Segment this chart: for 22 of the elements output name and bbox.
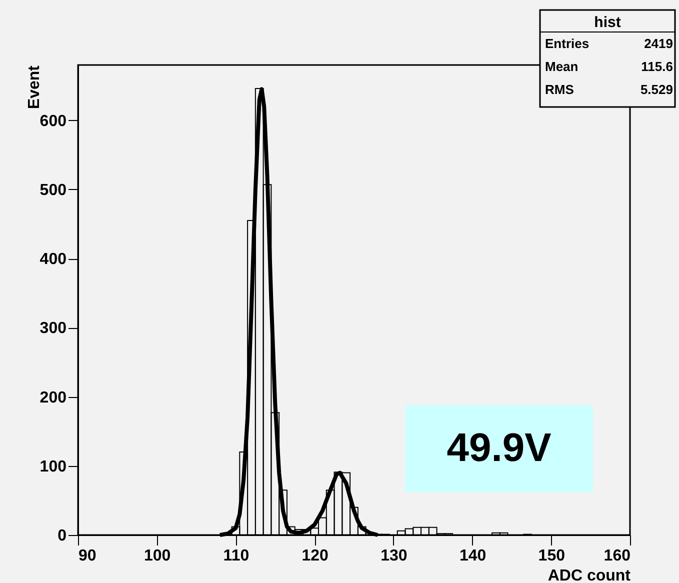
x-tick-label: 150: [538, 548, 566, 564]
text: RMS 5.529: [545, 82, 673, 97]
x-tick-label: 120: [302, 548, 329, 564]
x-tick-label: 100: [144, 548, 171, 564]
text: Mean 115.6: [545, 59, 673, 74]
text: Entries 2419: [545, 36, 673, 51]
x-tick-label: 90: [78, 548, 96, 564]
x-tick-label: 140: [459, 548, 486, 564]
x-axis-title: ADC count: [548, 568, 632, 583]
annotation: 49.9V: [446, 426, 552, 470]
x-tick-label: 130: [380, 548, 408, 564]
text: hist: [594, 14, 621, 31]
y-tick-label: 300: [40, 320, 67, 338]
y-tick-label: 600: [40, 112, 67, 130]
x-tick-label: 160: [604, 548, 631, 564]
y-tick-label: 0: [58, 528, 67, 544]
y-tick-label: 100: [40, 458, 67, 476]
y-tick-label: 200: [40, 389, 67, 406]
y-tick-label: 500: [40, 182, 67, 199]
x-tick-label: 110: [223, 548, 250, 564]
y-tick-label: 400: [40, 251, 67, 268]
y-axis-title: Event: [26, 64, 43, 110]
